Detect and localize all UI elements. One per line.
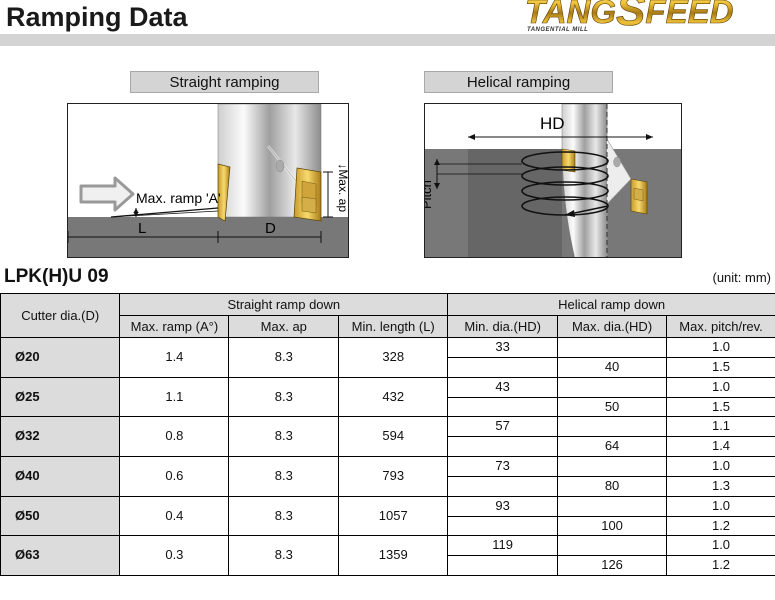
svg-text:D: D (265, 220, 276, 237)
svg-text:L: L (138, 220, 146, 237)
svg-text:Pitch: Pitch (424, 180, 434, 209)
svg-text:Max. ramp 'A': Max. ramp 'A' (136, 190, 221, 206)
svg-text:↓Max. ap: ↓Max. ap (336, 163, 349, 212)
svg-text:HD: HD (540, 114, 565, 133)
svg-text:TANGENTIAL MILL: TANGENTIAL MILL (527, 27, 588, 33)
